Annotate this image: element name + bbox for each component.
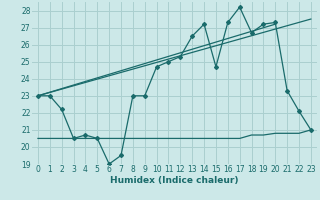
X-axis label: Humidex (Indice chaleur): Humidex (Indice chaleur) xyxy=(110,176,239,185)
